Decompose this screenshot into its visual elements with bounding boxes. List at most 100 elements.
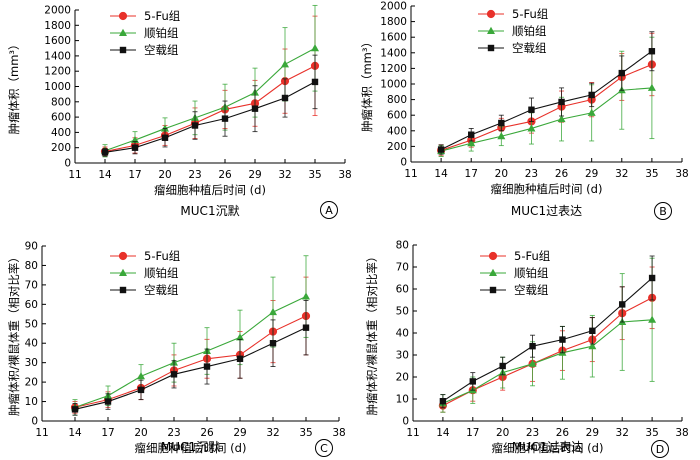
data-point (648, 315, 657, 323)
y-tick-label: 1200 (44, 66, 71, 78)
x-tick-label: 11 (35, 427, 48, 439)
data-point (439, 398, 447, 405)
y-tick-label: 50 (25, 318, 38, 330)
y-tick-label: 70 (25, 279, 38, 291)
x-tick-label: 26 (218, 169, 232, 181)
data-point (559, 336, 566, 343)
x-tick-label: 14 (434, 168, 448, 180)
data-point (311, 44, 319, 52)
series-3 (71, 299, 310, 416)
series-2 (438, 257, 657, 413)
legend-marker (488, 251, 498, 261)
x-tick-label: 32 (266, 427, 279, 439)
x-tick-label: 11 (406, 427, 419, 439)
x-tick-label: 26 (555, 168, 569, 180)
y-axis-label: 肿瘤体积（mm³） (360, 36, 374, 132)
y-tick-label: 200 (387, 141, 407, 153)
legend-entry: 5-Fu组 (514, 249, 551, 263)
data-point (648, 48, 656, 55)
data-point (469, 378, 476, 385)
panel-label: C (320, 442, 328, 455)
x-tick-label: 11 (68, 169, 81, 181)
y-tick-label: 0 (64, 158, 71, 170)
x-tick-label: 35 (645, 427, 658, 439)
data-point (302, 324, 310, 331)
data-point (588, 342, 597, 350)
panel-subtitle: MUC1过表达 (511, 204, 582, 218)
y-tick-label: 1000 (44, 81, 71, 93)
series-line (104, 65, 316, 153)
series-line (104, 47, 316, 152)
y-tick-label: 600 (387, 110, 407, 122)
y-tick-label: 1400 (380, 47, 407, 59)
legend-marker (119, 268, 127, 276)
data-point (236, 333, 244, 341)
x-tick-label: 14 (436, 427, 450, 439)
data-point (557, 114, 566, 123)
x-tick-label: 38 (332, 427, 345, 439)
series-line (442, 319, 653, 404)
data-point (236, 355, 244, 362)
y-tick-label: 1600 (380, 32, 407, 44)
x-tick-label: 23 (188, 169, 201, 181)
x-tick-label: 26 (200, 427, 214, 439)
x-tick-label: 29 (585, 168, 598, 180)
legend-marker (487, 44, 495, 52)
y-tick-label: 40 (25, 338, 38, 350)
data-point (528, 359, 537, 367)
data-point (281, 94, 289, 102)
data-point (498, 119, 505, 127)
legend-entry: 顺铂组 (144, 266, 179, 280)
panel-label-circle (654, 202, 672, 220)
panel-label-circle (315, 439, 333, 457)
x-tick-label: 23 (525, 168, 538, 180)
y-tick-label: 1800 (44, 20, 71, 32)
legend-marker (119, 286, 127, 294)
legend-marker (119, 28, 127, 36)
data-point (161, 124, 169, 132)
panel-subtitle: MUC1沉默 (161, 439, 220, 454)
x-tick-label: 29 (248, 169, 261, 181)
data-point (269, 340, 277, 347)
series-line (442, 277, 653, 402)
data-point (468, 131, 475, 138)
legend-marker (118, 11, 128, 21)
panel-subtitle: MUC1过表达 (512, 440, 583, 454)
y-axis-label: 肿瘤体积（mm³） (7, 38, 21, 134)
data-point (588, 91, 595, 99)
legend-marker (118, 251, 128, 261)
y-tick-label: 70 (396, 262, 409, 274)
data-point (302, 292, 310, 300)
x-tick-label: 11 (404, 168, 417, 180)
data-point (281, 60, 289, 68)
series-line (74, 327, 307, 410)
panel-label: D (656, 443, 664, 456)
x-tick-label: 20 (496, 427, 509, 439)
x-tick-label: 17 (101, 427, 114, 439)
legend-entry: 顺铂组 (514, 266, 549, 280)
series-1 (100, 15, 320, 157)
y-tick-label: 10 (25, 396, 38, 408)
x-axis-label: 瘤细胞种植后时间 (d) (154, 183, 266, 197)
data-point (269, 307, 277, 316)
x-tick-label: 35 (308, 169, 321, 181)
data-point (558, 98, 565, 106)
data-point (589, 327, 596, 334)
x-tick-label: 20 (134, 427, 147, 439)
x-tick-label: 38 (675, 427, 688, 439)
x-tick-label: 35 (299, 427, 312, 439)
y-tick-label: 0 (31, 416, 38, 428)
series-line (74, 296, 307, 408)
y-tick-label: 60 (25, 299, 38, 311)
data-point (527, 124, 536, 132)
legend-entry: 5-Fu组 (512, 7, 549, 21)
data-point (528, 106, 535, 113)
data-point (137, 386, 145, 394)
y-tick-label: 1000 (380, 79, 407, 91)
data-point (311, 78, 319, 86)
chart-panel-a: 0 200 400 600 800 1000 1200 1400 1600 1800 2000 11 1… (7, 5, 352, 219)
data-point (104, 398, 112, 405)
data-point (161, 134, 169, 141)
y-tick-label: 20 (25, 377, 38, 389)
legend-entry: 顺铂组 (512, 24, 547, 38)
